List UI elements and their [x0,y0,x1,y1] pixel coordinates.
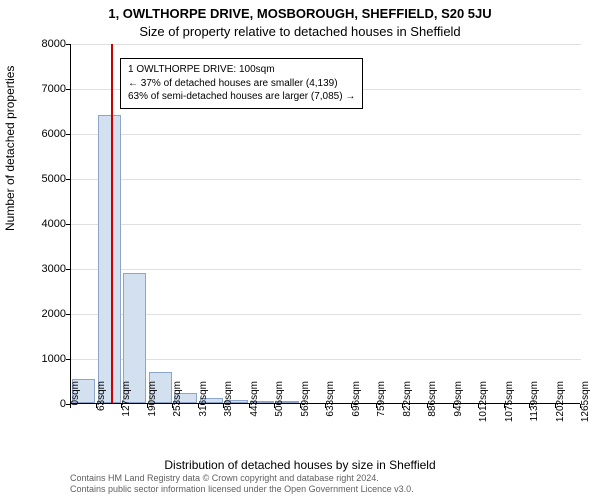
x-axis-label: Distribution of detached houses by size … [0,458,600,472]
annotation-line1: 1 OWLTHORPE DRIVE: 100sqm [128,63,355,77]
ytick-label: 2000 [26,308,66,320]
xtick-label: 253sqm [172,381,183,431]
gridline [71,359,581,360]
ytick-label: 8000 [26,38,66,50]
ytick-mark [66,359,70,360]
histogram-bar [98,115,121,403]
xtick-label: 949sqm [453,381,464,431]
ytick-mark [66,89,70,90]
property-marker-line [111,44,113,403]
xtick-label: 127sqm [121,381,132,431]
xtick-label: 1202sqm [555,381,566,431]
annotation-box: 1 OWLTHORPE DRIVE: 100sqm ← 37% of detac… [120,58,363,109]
gridline [71,44,581,45]
gridline [71,179,581,180]
xtick-label: 569sqm [300,381,311,431]
xtick-label: 316sqm [198,381,209,431]
ytick-label: 4000 [26,218,66,230]
ytick-label: 0 [26,398,66,410]
footer-line1: Contains HM Land Registry data © Crown c… [70,473,414,485]
xtick-label: 380sqm [223,381,234,431]
xtick-label: 1139sqm [529,381,540,431]
ytick-label: 3000 [26,263,66,275]
gridline [71,224,581,225]
ytick-mark [66,224,70,225]
ytick-mark [66,179,70,180]
xtick-label: 886sqm [427,381,438,431]
ytick-mark [66,44,70,45]
ytick-label: 6000 [26,128,66,140]
xtick-label: 443sqm [249,381,260,431]
y-axis-label: Number of detached properties [3,66,17,231]
annotation-line2: ← 37% of detached houses are smaller (4,… [128,77,355,91]
xtick-label: 0sqm [70,381,81,431]
xtick-label: 696sqm [351,381,362,431]
footer-line2: Contains public sector information licen… [70,484,414,496]
ytick-label: 1000 [26,353,66,365]
gridline [71,134,581,135]
ytick-label: 5000 [26,173,66,185]
xtick-label: 63sqm [96,381,107,431]
ytick-mark [66,269,70,270]
ytick-label: 7000 [26,83,66,95]
xtick-label: 633sqm [325,381,336,431]
chart-title-sub: Size of property relative to detached ho… [0,24,600,39]
footer-attribution: Contains HM Land Registry data © Crown c… [70,473,414,496]
ytick-mark [66,134,70,135]
property-size-chart: 1, OWLTHORPE DRIVE, MOSBOROUGH, SHEFFIEL… [0,0,600,500]
gridline [71,269,581,270]
xtick-label: 1265sqm [580,381,591,431]
xtick-label: 1012sqm [478,381,489,431]
xtick-label: 190sqm [147,381,158,431]
gridline [71,314,581,315]
annotation-line3: 63% of semi-detached houses are larger (… [128,90,355,104]
ytick-mark [66,314,70,315]
xtick-label: 822sqm [402,381,413,431]
xtick-label: 759sqm [376,381,387,431]
xtick-label: 506sqm [274,381,285,431]
xtick-label: 1075sqm [504,381,515,431]
chart-title-main: 1, OWLTHORPE DRIVE, MOSBOROUGH, SHEFFIEL… [0,6,600,21]
